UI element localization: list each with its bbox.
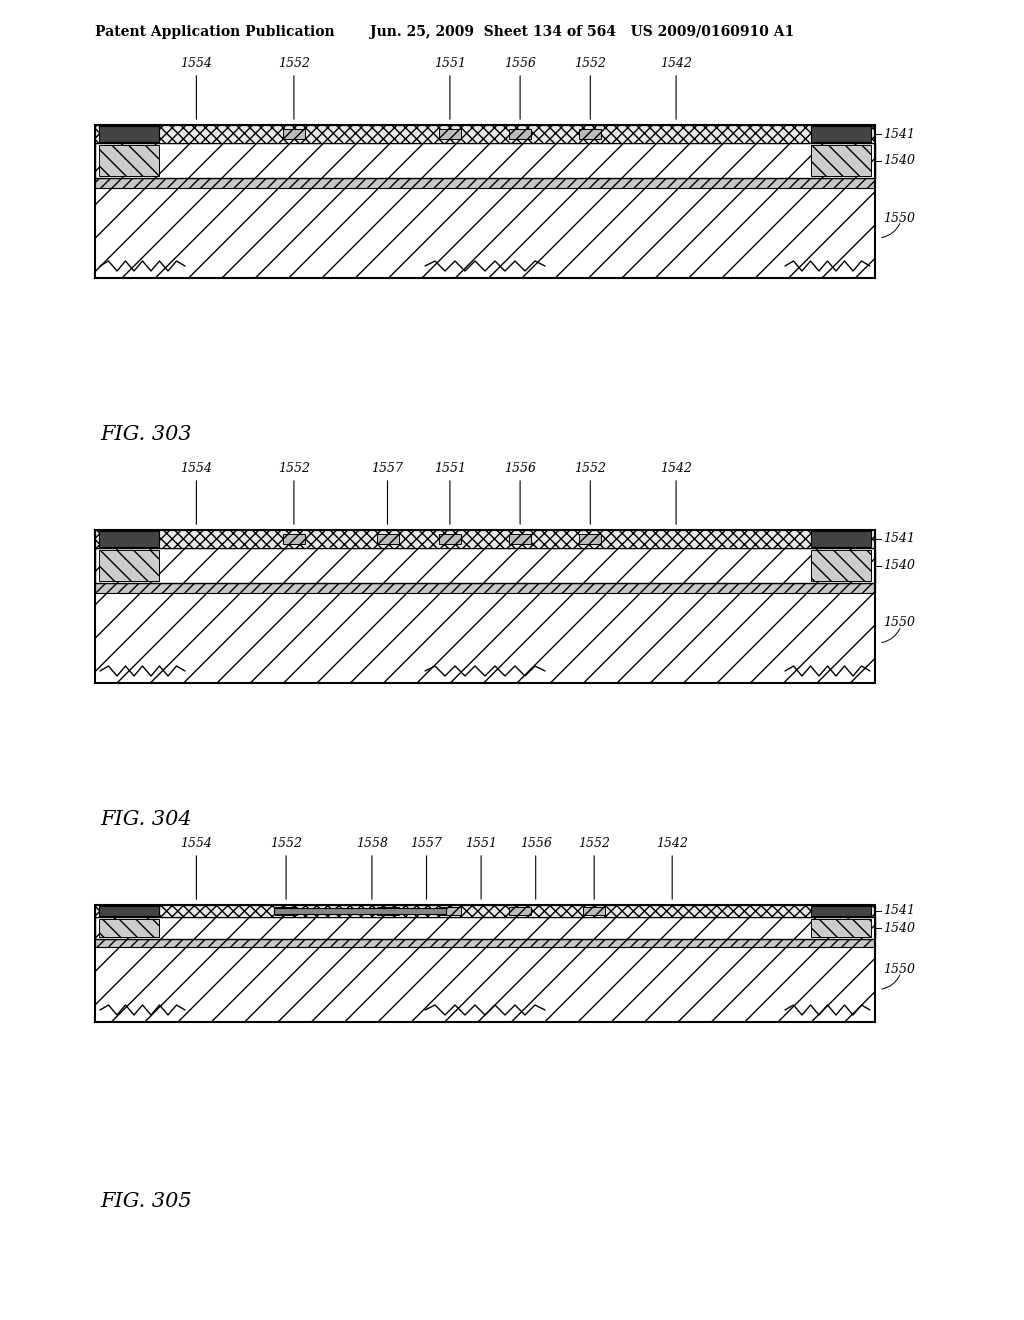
Text: 1552: 1552 [278,462,310,475]
Bar [99,125,159,143]
Bar [95,548,874,583]
Text: 1557: 1557 [411,837,442,850]
Bar [95,143,874,178]
Text: 1557: 1557 [372,462,403,475]
Text: 1540: 1540 [883,921,915,935]
Text: FIG. 303: FIG. 303 [100,425,191,444]
Text: 1554: 1554 [180,462,212,475]
Bar [509,907,531,915]
Text: 1556: 1556 [504,462,537,475]
Bar [811,125,871,143]
Bar [274,908,446,913]
Bar [95,906,874,1022]
Bar [95,593,874,682]
Text: Patent Application Publication: Patent Application Publication [95,25,335,40]
Text: 1552: 1552 [579,837,610,850]
Text: FIG. 304: FIG. 304 [100,810,191,829]
Text: 1554: 1554 [180,837,212,850]
Bar [811,145,871,176]
Bar [95,917,874,939]
Bar [283,533,305,544]
Bar [95,178,874,187]
Bar [95,906,874,917]
Text: 1558: 1558 [356,837,388,850]
Bar [99,145,159,176]
Text: 1542: 1542 [660,462,692,475]
Text: 1540: 1540 [883,154,915,168]
Text: 1556: 1556 [504,57,537,70]
Bar [95,125,874,143]
Bar [99,919,159,937]
Text: 1550: 1550 [883,964,915,975]
Bar [439,533,461,544]
Text: 1552: 1552 [574,57,606,70]
Bar [439,907,461,915]
Bar [95,531,874,682]
Bar [95,187,874,279]
Bar [99,531,159,546]
Bar [377,907,398,915]
Text: 1552: 1552 [278,57,310,70]
Bar [95,939,874,946]
Text: 1541: 1541 [883,532,915,545]
Bar [275,907,297,915]
Text: 1550: 1550 [883,616,915,630]
Text: 1552: 1552 [574,462,606,475]
Bar [95,946,874,1022]
Bar [509,128,531,140]
Text: 1554: 1554 [180,57,212,70]
Bar [95,125,874,279]
Bar [509,533,531,544]
Text: 1542: 1542 [660,57,692,70]
Text: 1541: 1541 [883,904,915,917]
Text: FIG. 305: FIG. 305 [100,1192,191,1210]
Bar [811,531,871,546]
Bar [811,550,871,581]
Bar [811,906,871,916]
Text: Jun. 25, 2009  Sheet 134 of 564   US 2009/0160910 A1: Jun. 25, 2009 Sheet 134 of 564 US 2009/0… [370,25,795,40]
Bar [580,533,601,544]
Bar [99,550,159,581]
Bar [580,128,601,140]
Bar [95,583,874,593]
Bar [584,907,605,915]
Bar [439,128,461,140]
Text: 1551: 1551 [434,462,466,475]
Text: 1552: 1552 [270,837,302,850]
Text: 1551: 1551 [465,837,497,850]
Text: 1542: 1542 [656,837,688,850]
Bar [811,919,871,937]
Bar [99,906,159,916]
Text: 1541: 1541 [883,128,915,140]
Bar [283,128,305,140]
Text: 1551: 1551 [434,57,466,70]
Bar [377,533,398,544]
Bar [95,531,874,548]
Text: 1540: 1540 [883,558,915,572]
Text: 1556: 1556 [520,837,552,850]
Text: 1550: 1550 [883,211,915,224]
